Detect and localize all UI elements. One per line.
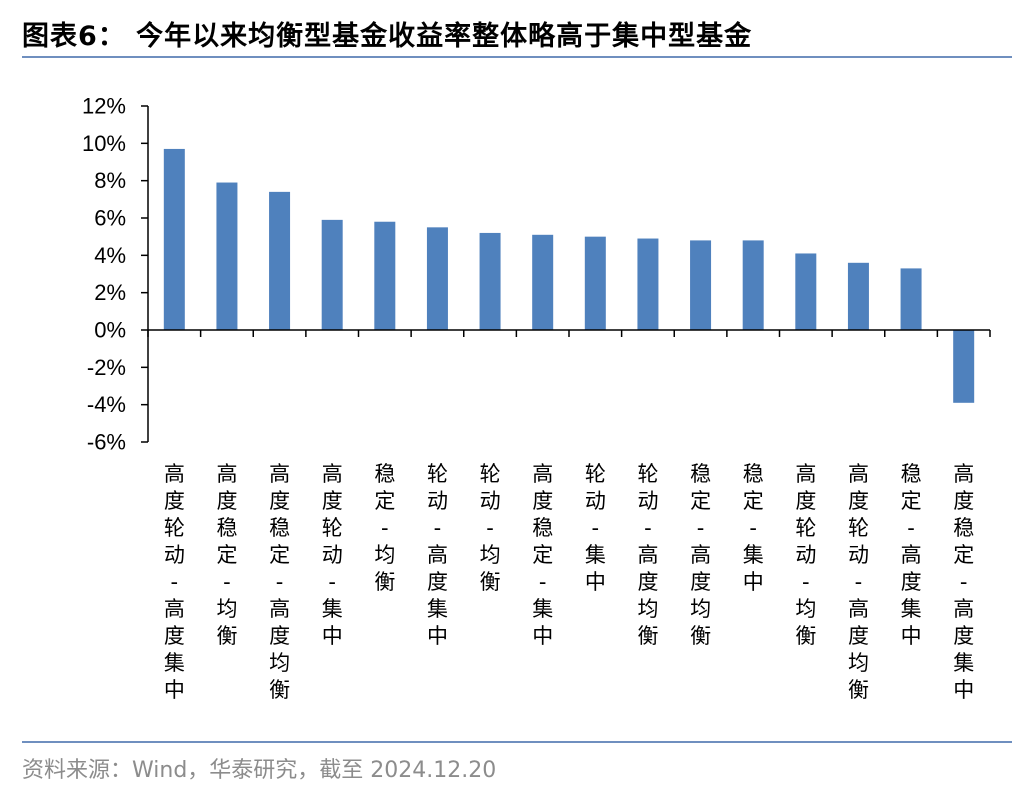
bar xyxy=(479,232,501,330)
category-label: 高度轮动-集中 xyxy=(322,462,343,648)
bar xyxy=(269,191,291,330)
bar xyxy=(163,148,185,330)
category-label: 轮动-高度集中 xyxy=(427,462,448,648)
y-tick-label: -4% xyxy=(87,392,126,417)
category-label: 稳定-均衡 xyxy=(374,462,395,594)
bar xyxy=(374,221,396,330)
y-tick-label: -2% xyxy=(87,355,126,380)
bar xyxy=(742,240,764,330)
figure-title: 图表6： 今年以来均衡型基金收益率整体略高于集中型基金 xyxy=(22,21,753,52)
category-label: 高度轮动-均衡 xyxy=(795,462,816,648)
category-labels: 高度轮动-高度集中 高度稳定-均衡 高度稳定-高度均衡 高度轮动-集中 稳定-均衡 轮动-… xyxy=(164,462,974,702)
category-label: 高度稳定-均衡 xyxy=(216,462,237,648)
y-tick-label: 0% xyxy=(94,318,126,343)
y-tick-label: 8% xyxy=(94,168,126,193)
bar xyxy=(690,240,712,330)
category-label: 轮动-均衡 xyxy=(480,462,501,594)
bar xyxy=(321,219,343,330)
category-label: 轮动-高度均衡 xyxy=(637,462,658,648)
bar xyxy=(900,268,922,330)
category-label: 高度稳定-高度集中 xyxy=(953,462,974,702)
bar xyxy=(953,330,975,403)
category-label: 稳定-高度集中 xyxy=(901,462,922,648)
bar xyxy=(216,182,238,330)
bar xyxy=(532,234,554,330)
source-divider xyxy=(22,741,1012,743)
y-tick-label: 6% xyxy=(94,206,126,231)
category-label: 高度轮动-高度集中 xyxy=(164,462,185,702)
y-tick-label: 2% xyxy=(94,280,126,305)
category-label: 稳定-集中 xyxy=(743,462,764,594)
bar xyxy=(637,238,659,330)
bar xyxy=(584,236,606,330)
category-label: 高度稳定-集中 xyxy=(532,462,553,648)
bars xyxy=(163,148,975,403)
category-label: 轮动-集中 xyxy=(585,462,606,594)
y-tick-label: -6% xyxy=(87,430,126,455)
y-tick-label: 12% xyxy=(82,94,126,119)
category-label: 稳定-高度均衡 xyxy=(690,462,711,648)
y-tick-label: 4% xyxy=(94,243,126,268)
title-divider xyxy=(22,56,1012,58)
bar-chart: 12% 10% 8% 6% 4% 2% 0% -2% -4% -6% 高度轮动-高度集中 高度稳定-… xyxy=(82,94,991,702)
bar xyxy=(847,262,869,330)
y-tick-label: 10% xyxy=(82,131,126,156)
y-axis: 12% 10% 8% 6% 4% 2% 0% -2% -4% -6% xyxy=(82,94,149,455)
source-note: 资料来源：Wind，华泰研究，截至 2024.12.20 xyxy=(22,758,497,783)
x-axis xyxy=(147,329,991,337)
bar xyxy=(795,253,817,330)
bar xyxy=(426,227,448,330)
category-label: 高度稳定-高度均衡 xyxy=(269,462,290,702)
category-label: 高度轮动-高度均衡 xyxy=(848,462,869,702)
